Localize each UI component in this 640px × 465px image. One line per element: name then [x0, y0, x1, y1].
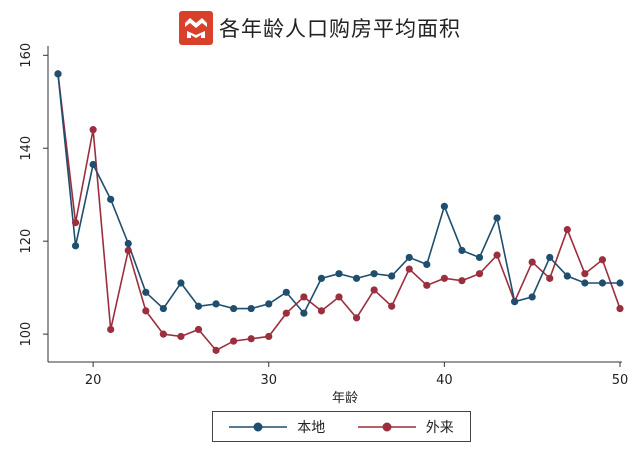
data-point-migrant — [616, 304, 624, 313]
data-point-local — [54, 70, 62, 78]
legend-item-local: 本地 — [229, 417, 325, 437]
x-tick-label: 30 — [260, 373, 277, 388]
x-axis-label: 年龄 — [332, 391, 358, 406]
data-point-migrant — [352, 314, 361, 322]
data-point-migrant — [230, 337, 238, 345]
data-point-migrant — [159, 330, 167, 338]
y-tick-label: 120 — [19, 229, 34, 254]
legend-marker-local — [253, 422, 263, 431]
data-point-local — [493, 214, 501, 222]
data-point-migrant — [405, 265, 413, 273]
series-line-local — [57, 73, 620, 315]
data-point-migrant — [107, 325, 115, 334]
data-point-local — [388, 272, 396, 280]
legend-label-local: 本地 — [297, 419, 326, 436]
data-point-local — [581, 279, 589, 287]
legend-swatch-migrant — [357, 422, 416, 431]
data-point-local — [598, 279, 607, 287]
data-point-migrant — [282, 309, 290, 317]
data-point-migrant — [335, 293, 343, 301]
brand-logo-icon — [179, 11, 213, 45]
legend-marker-migrant — [382, 422, 392, 431]
data-point-local — [616, 279, 624, 287]
data-point-local — [265, 300, 273, 308]
chart-axes: 100 120 140 160 20 30 40 50 年龄 — [19, 43, 628, 406]
data-point-migrant — [458, 277, 466, 285]
chart-header: 各年龄人口购房平均面积 — [0, 8, 640, 48]
data-point-local — [370, 270, 378, 278]
chart-plot-area — [54, 70, 624, 354]
data-point-local — [440, 202, 448, 210]
data-point-migrant — [71, 218, 80, 227]
data-point-local — [230, 304, 238, 313]
data-point-local — [282, 288, 290, 296]
data-point-migrant — [546, 274, 554, 282]
data-point-migrant — [247, 335, 255, 343]
data-point-local — [142, 288, 150, 296]
data-point-local — [71, 242, 80, 250]
data-point-local — [405, 253, 413, 262]
data-point-migrant — [598, 256, 607, 264]
data-point-migrant — [370, 286, 378, 294]
data-point-local — [317, 274, 326, 282]
chart-legend: 本地 外来 — [212, 411, 471, 442]
data-point-migrant — [475, 270, 484, 278]
data-point-migrant — [563, 225, 571, 234]
data-point-migrant — [440, 274, 448, 282]
data-point-migrant — [89, 126, 97, 134]
data-point-local — [247, 304, 255, 313]
data-point-local — [212, 300, 220, 308]
data-point-local — [194, 302, 203, 310]
data-point-local — [458, 246, 466, 255]
data-point-local — [511, 297, 519, 306]
data-point-migrant — [581, 270, 589, 278]
data-point-local — [546, 253, 554, 262]
data-point-local — [475, 253, 484, 262]
data-point-local — [528, 293, 536, 301]
data-point-migrant — [124, 246, 132, 255]
data-point-local — [352, 274, 361, 282]
data-point-migrant — [493, 251, 501, 259]
x-tick-label: 50 — [612, 373, 629, 388]
x-tick-label: 40 — [436, 373, 453, 388]
data-point-local — [107, 195, 115, 203]
data-point-migrant — [265, 332, 273, 341]
data-point-migrant — [528, 258, 536, 266]
series-line-migrant — [57, 73, 621, 352]
y-tick-label: 100 — [19, 322, 34, 347]
data-point-local — [423, 260, 431, 269]
legend-label-migrant: 外来 — [425, 419, 454, 436]
data-point-local — [300, 309, 308, 317]
y-tick-label: 160 — [19, 43, 34, 68]
data-point-migrant — [423, 281, 431, 289]
data-point-migrant — [317, 307, 326, 315]
data-point-migrant — [194, 325, 203, 334]
data-point-migrant — [212, 346, 220, 354]
data-point-local — [177, 279, 185, 287]
legend-item-migrant: 外来 — [357, 417, 454, 437]
data-point-local — [563, 272, 571, 280]
data-point-migrant — [142, 307, 150, 315]
data-point-local — [124, 239, 132, 248]
data-point-migrant — [388, 302, 396, 310]
data-point-migrant — [300, 293, 308, 301]
x-tick-label: 20 — [85, 373, 102, 388]
data-point-local — [159, 304, 167, 313]
chart-title: 各年龄人口购房平均面积 — [219, 17, 461, 41]
data-point-local — [89, 160, 97, 169]
legend-swatch-local — [229, 422, 288, 431]
y-tick-label: 140 — [19, 136, 34, 161]
data-point-local — [335, 270, 343, 278]
data-point-migrant — [177, 332, 185, 341]
